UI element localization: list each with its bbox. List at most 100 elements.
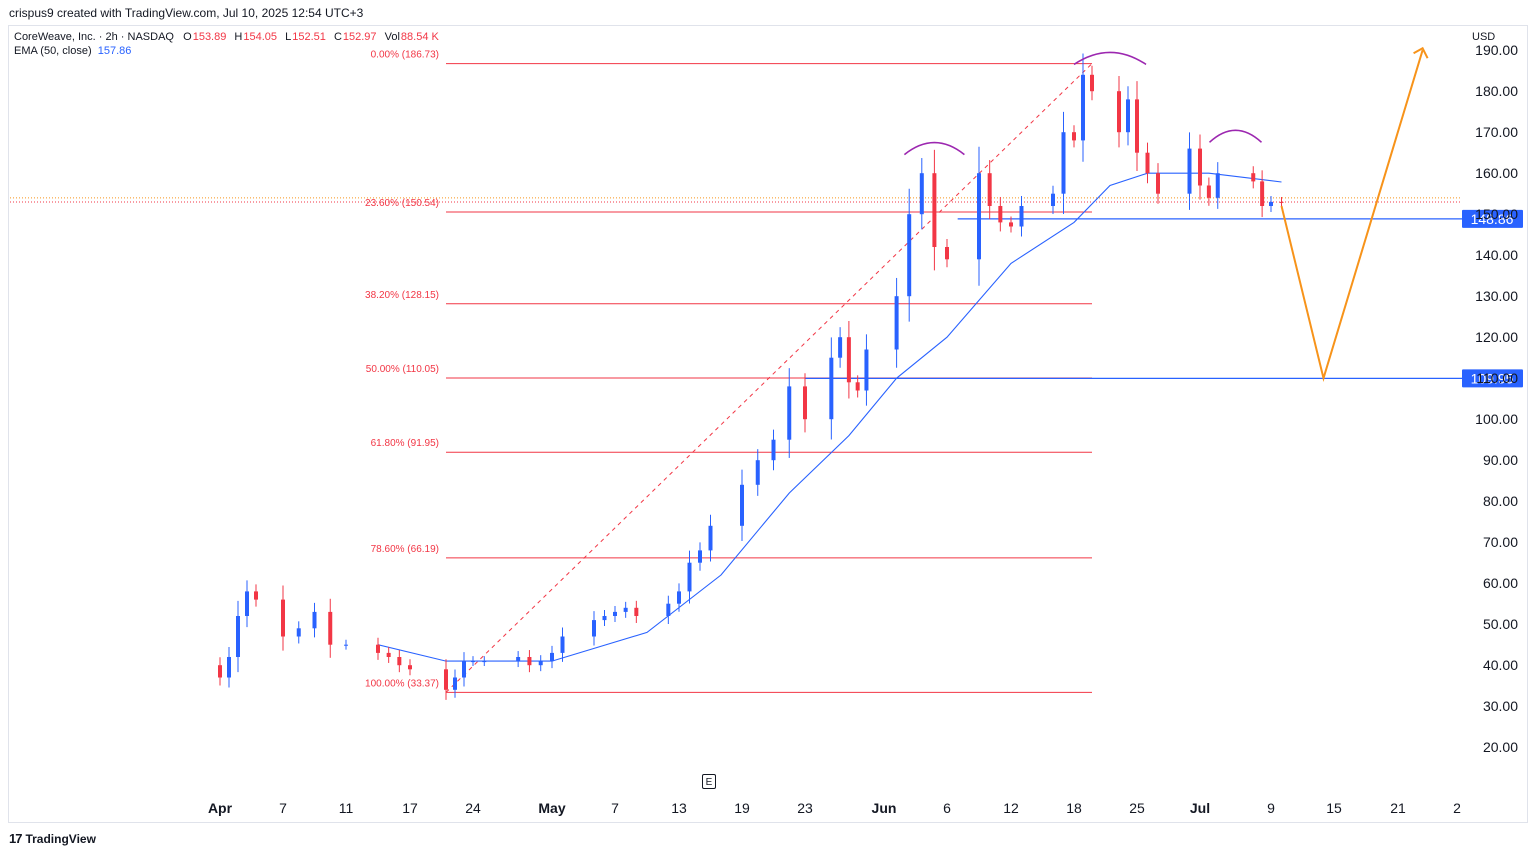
close-label: C — [333, 31, 342, 43]
candle-body — [708, 525, 713, 551]
pattern-arc — [1073, 51, 1147, 66]
close-value: 152.97 — [342, 31, 377, 43]
y-axis-tick-label: 40.00 — [1483, 657, 1518, 673]
candle-body — [538, 661, 543, 666]
candle-body — [376, 644, 380, 653]
candle-body — [1260, 181, 1265, 206]
fib-trend-line — [445, 63, 1093, 693]
candle-body — [1081, 74, 1085, 141]
fib-level-label: 61.80% (91.95) — [371, 438, 439, 449]
candle-body — [482, 661, 487, 663]
high-label: H — [234, 31, 243, 43]
fib-level-label: 0.00% (186.73) — [371, 50, 439, 61]
x-axis-tick-label: 12 — [1003, 800, 1019, 816]
open-value: 153.89 — [192, 31, 227, 43]
x-axis-tick-label: Jun — [872, 800, 897, 816]
y-axis-tick-label: 130.00 — [1475, 288, 1518, 304]
y-axis-tick-label: 50.00 — [1483, 616, 1518, 632]
symbol-label: CoreWeave, Inc. · 2h · NASDAQ — [14, 31, 174, 43]
candle-body — [245, 591, 249, 616]
candle-body — [1206, 185, 1211, 198]
open-label: O — [183, 31, 192, 43]
candle-body — [687, 562, 692, 592]
candle-body — [1090, 74, 1094, 92]
candle-body — [907, 214, 912, 297]
candle-body — [227, 657, 231, 678]
candle-body — [998, 206, 1003, 223]
candle-body — [787, 386, 792, 440]
chart-caption: crispus9 created with TradingView.com, J… — [9, 6, 364, 20]
x-axis-tick-label: 17 — [402, 800, 418, 816]
x-axis-tick-label: 7 — [279, 800, 287, 816]
tradingview-logo-icon: 17 — [9, 831, 23, 846]
high-value: 154.05 — [243, 31, 278, 43]
y-axis-tick-label: 80.00 — [1483, 493, 1518, 509]
candle-body — [846, 337, 851, 383]
candle-body — [623, 607, 628, 612]
ema-value: 157.86 — [97, 45, 132, 57]
candle-body — [919, 173, 924, 215]
candle-body — [1156, 173, 1160, 194]
fib-level-label: 78.60% (66.19) — [371, 544, 439, 555]
candle-body — [328, 611, 333, 645]
chart-frame — [8, 25, 1528, 823]
y-axis-tick-label: 100.00 — [1475, 411, 1518, 427]
candle-body — [281, 599, 285, 637]
x-axis-tick-label: 6 — [943, 800, 951, 816]
candle-body — [453, 677, 457, 690]
candle-body — [218, 665, 222, 678]
x-axis-tick-label: 19 — [734, 800, 750, 816]
candle-body — [471, 661, 475, 663]
candle-body — [945, 247, 949, 260]
candle-body — [527, 657, 532, 666]
ema-legend: EMA (50, close) 157.86 — [14, 45, 131, 57]
brand-label: TradingView — [25, 831, 96, 846]
price-tag — [1462, 209, 1523, 228]
x-axis-tick-label: 25 — [1129, 800, 1145, 816]
ema-label: EMA (50, close) — [14, 45, 92, 57]
y-axis-tick-label: 30.00 — [1483, 698, 1518, 714]
ema-line — [377, 172, 1282, 662]
projection-arrowhead — [1413, 46, 1429, 59]
candle-body — [1019, 206, 1024, 227]
candle-body — [254, 591, 258, 600]
y-axis-tick-label: 70.00 — [1483, 534, 1518, 550]
candle-body — [516, 657, 521, 662]
candle-body — [1251, 173, 1256, 182]
x-axis-tick-label: 7 — [611, 800, 619, 816]
candle-body — [977, 173, 981, 260]
candle-body — [1269, 201, 1273, 206]
candle-body — [560, 636, 565, 653]
y-axis-tick-label: 60.00 — [1483, 575, 1518, 591]
y-axis-tick-label: 180.00 — [1475, 83, 1518, 99]
currency-label[interactable]: USD — [1472, 31, 1496, 43]
fib-level-label: 100.00% (33.37) — [365, 678, 439, 689]
candle-body — [1187, 148, 1192, 194]
fib-level-label: 38.20% (128.15) — [365, 290, 439, 301]
candle-body — [1061, 132, 1066, 194]
y-axis-tick-label: 150.00 — [1475, 206, 1518, 222]
candle-body — [1145, 152, 1150, 174]
candle-body — [932, 173, 937, 247]
candle-body — [740, 484, 744, 526]
candle-body — [408, 665, 412, 670]
candle-body — [613, 611, 617, 616]
x-axis-tick-label: Apr — [208, 800, 233, 816]
candle-body — [236, 616, 240, 657]
pattern-arc — [903, 141, 965, 156]
candle-body — [550, 652, 554, 662]
tradingview-logo[interactable]: 17 TradingView — [9, 831, 96, 846]
y-axis-tick-label: 20.00 — [1483, 739, 1518, 755]
candle-body — [1072, 132, 1076, 141]
candle-body — [987, 173, 992, 206]
earnings-marker[interactable]: E — [702, 774, 716, 789]
y-axis-tick-label: 190.00 — [1475, 42, 1518, 58]
candle-body — [829, 357, 834, 420]
ohlc-legend: CoreWeave, Inc. · 2h · NASDAQ O153.89 H1… — [14, 31, 444, 43]
candle-body — [592, 620, 596, 637]
candle-body — [1135, 99, 1139, 153]
x-axis-tick-label: 13 — [671, 800, 687, 816]
x-axis-tick-label: 2 — [1453, 800, 1461, 816]
price-tag — [1462, 369, 1523, 388]
